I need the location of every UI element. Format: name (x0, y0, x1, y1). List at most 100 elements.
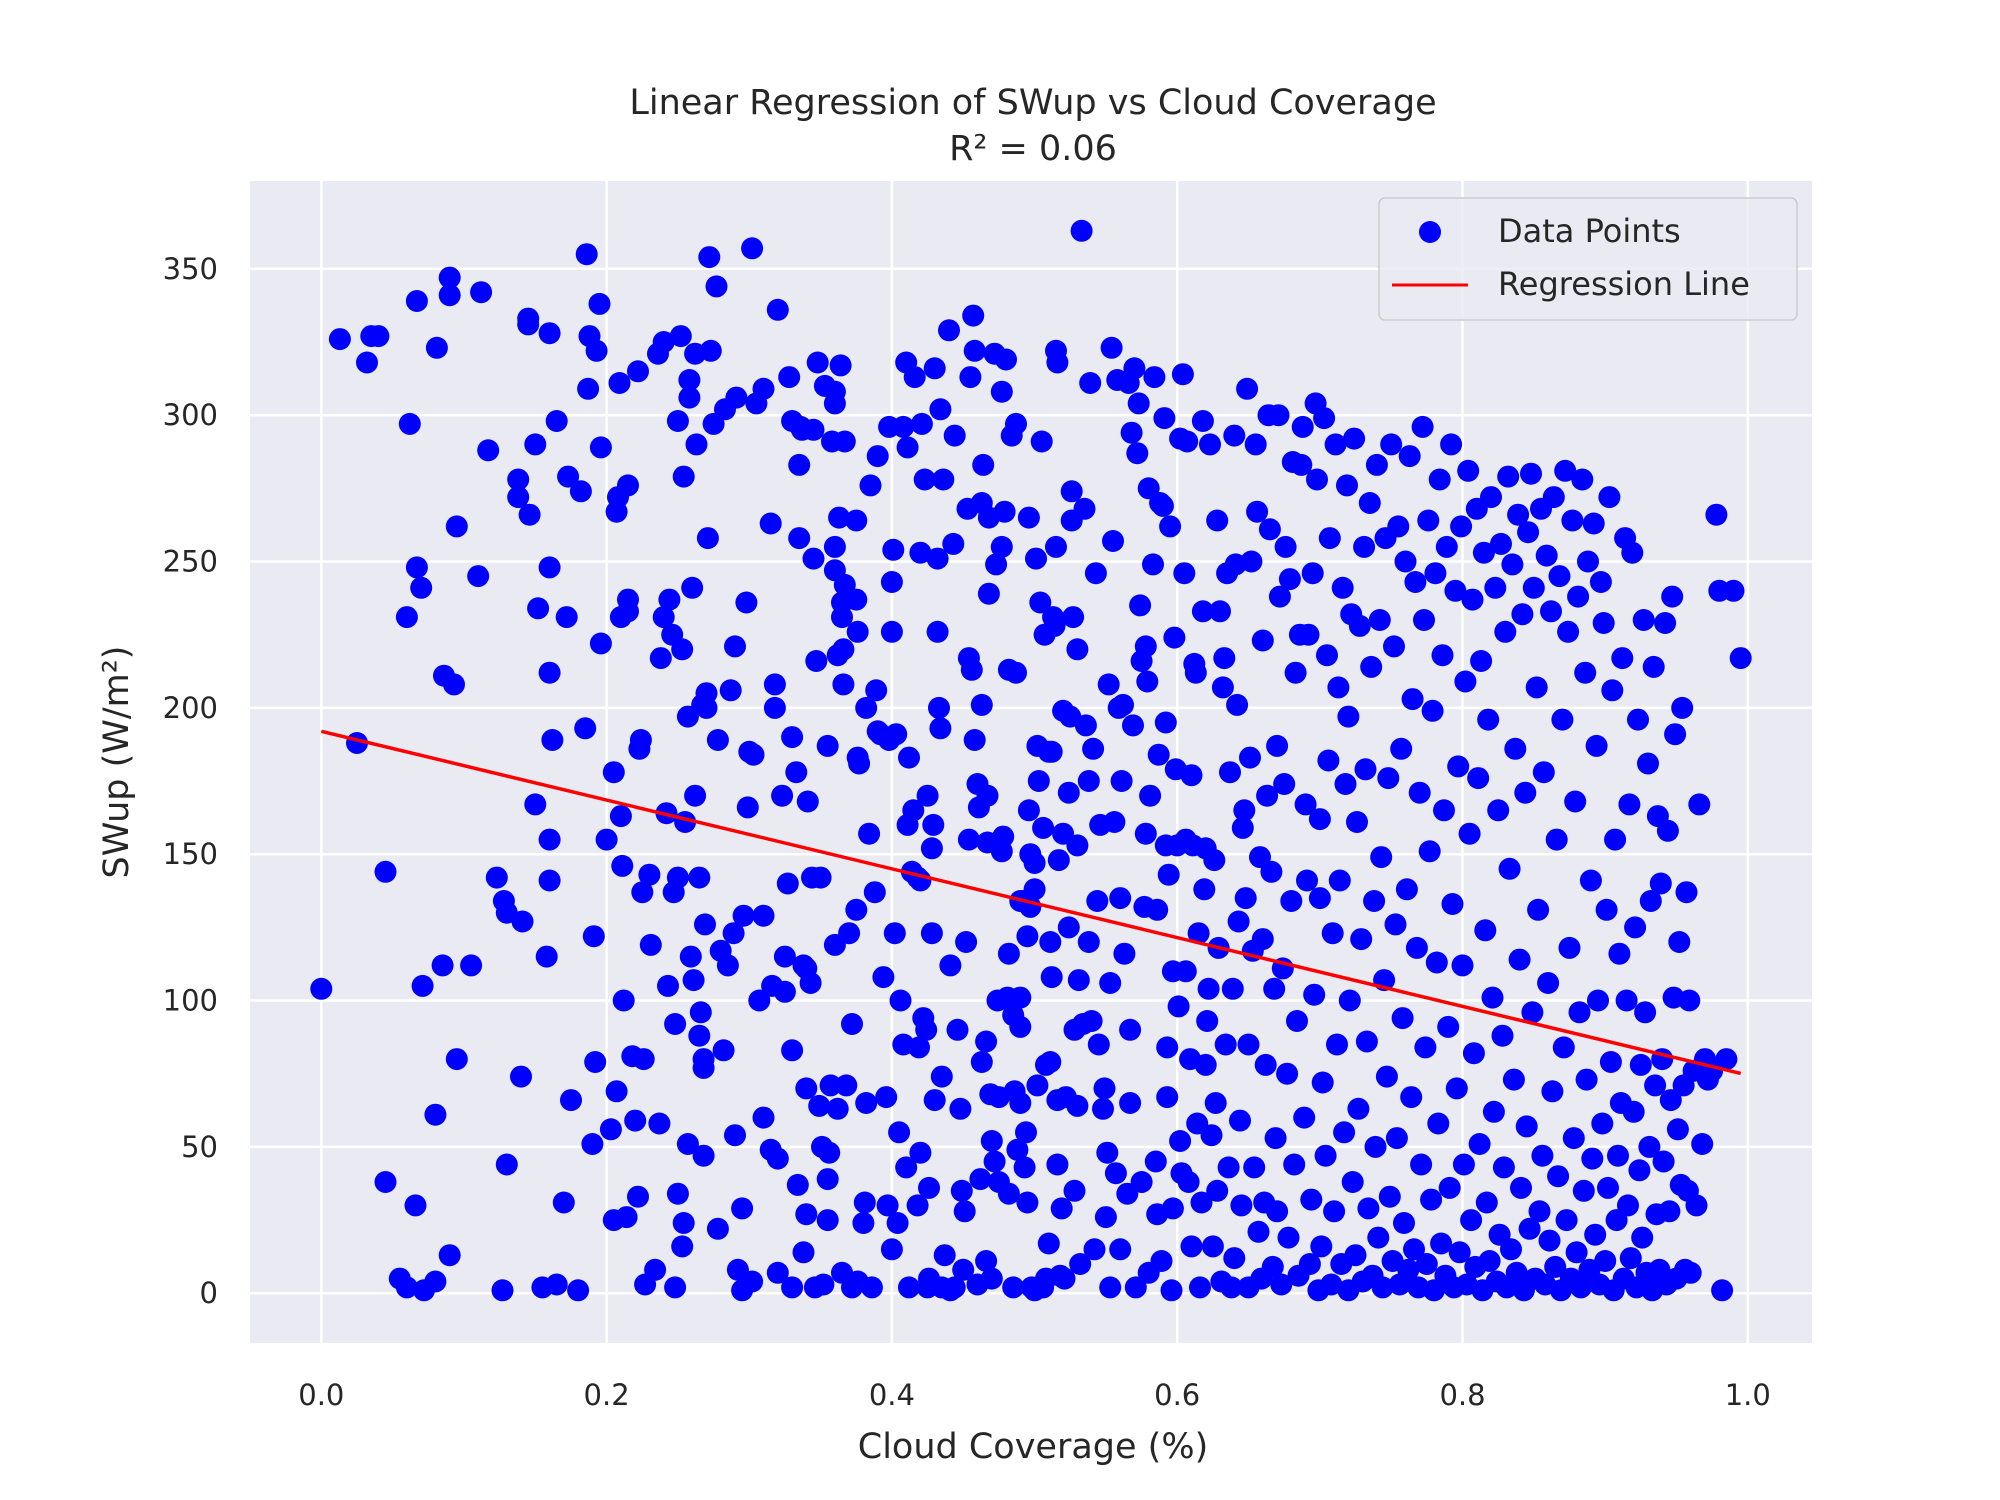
data-point (1350, 928, 1373, 951)
data-point (1150, 1250, 1173, 1272)
data-point (990, 535, 1013, 558)
data-point (1073, 497, 1096, 520)
data-point (1144, 1150, 1167, 1173)
data-point (1491, 1024, 1514, 1047)
data-point (395, 606, 418, 629)
data-point (880, 1238, 903, 1261)
data-point (1246, 500, 1269, 523)
data-point (1552, 1036, 1575, 1059)
data-point (692, 1056, 715, 1079)
data-point (1316, 644, 1338, 667)
data-point (766, 298, 789, 321)
data-point (1220, 1276, 1243, 1299)
data-point (1336, 474, 1358, 497)
data-point (848, 752, 871, 775)
data-point (1460, 1209, 1483, 1232)
legend: Data Points Regression Line (1378, 197, 1798, 321)
data-point (1518, 1217, 1541, 1240)
data-point (1688, 793, 1711, 816)
data-point (1444, 579, 1467, 602)
data-point (1642, 655, 1665, 678)
data-point (1338, 989, 1361, 1012)
data-point (1016, 925, 1039, 948)
data-point (1441, 893, 1464, 915)
data-point (1575, 1068, 1598, 1091)
data-point (1086, 890, 1109, 912)
data-point (1180, 1235, 1203, 1258)
data-point (1023, 878, 1046, 901)
data-point (1300, 1188, 1323, 1211)
data-point (1057, 916, 1080, 939)
data-point (1470, 650, 1493, 672)
data-point (1594, 1250, 1617, 1272)
data-point (1420, 1188, 1443, 1211)
data-point (1321, 922, 1344, 945)
data-point (1087, 1033, 1110, 1056)
data-point (805, 650, 828, 672)
data-point (1440, 433, 1463, 456)
data-point (816, 734, 839, 757)
data-point (736, 796, 759, 819)
data-point (816, 1209, 839, 1232)
data-point (1297, 623, 1320, 646)
data-point (906, 1194, 929, 1217)
data-point (664, 1276, 687, 1299)
data-point (819, 1074, 842, 1097)
data-point (1472, 541, 1495, 564)
data-point (959, 366, 982, 389)
data-point (1231, 816, 1254, 839)
data-point (1639, 890, 1662, 912)
data-point (1030, 430, 1053, 453)
data-point (404, 1194, 427, 1217)
y-tick-label: 100 (163, 984, 218, 1018)
data-point (972, 453, 995, 476)
data-point (1492, 1156, 1515, 1179)
data-point (584, 1051, 607, 1073)
data-point (681, 576, 704, 599)
data-point (1303, 983, 1326, 1006)
data-point (763, 673, 786, 696)
data-point (1096, 1141, 1119, 1164)
data-point (855, 1092, 878, 1114)
data-point (1659, 1089, 1682, 1112)
data-point (652, 331, 675, 353)
data-point (1475, 1191, 1498, 1214)
data-point (963, 339, 986, 362)
data-point (1109, 887, 1132, 910)
data-point (1160, 1279, 1183, 1302)
data-point (1584, 1223, 1607, 1246)
data-point (696, 527, 719, 550)
data-point (1678, 989, 1701, 1012)
data-point (470, 281, 493, 304)
data-point (923, 357, 946, 380)
data-point (1622, 1100, 1645, 1123)
data-point (1554, 459, 1577, 482)
data-point (788, 527, 811, 550)
data-point (865, 679, 888, 702)
data-point (1180, 764, 1203, 787)
data-point (781, 1039, 804, 1062)
data-point (1522, 576, 1545, 599)
data-point (1675, 881, 1698, 904)
data-point (1451, 954, 1474, 977)
data-point (712, 1039, 735, 1062)
data-point (898, 746, 920, 769)
data-point (724, 635, 746, 658)
data-point (1437, 1015, 1460, 1038)
data-point (1608, 942, 1631, 965)
data-point (1206, 1179, 1229, 1202)
data-point (1425, 951, 1448, 974)
data-point (1654, 612, 1677, 634)
data-point (826, 1097, 849, 1120)
data-point (411, 974, 434, 997)
data-point (1364, 1135, 1387, 1158)
data-point (955, 931, 978, 953)
data-point (1097, 673, 1120, 696)
data-point (1234, 887, 1257, 910)
y-tick-label: 150 (163, 837, 218, 871)
data-point (950, 1179, 973, 1202)
data-point (652, 606, 675, 629)
data-point (438, 1244, 461, 1267)
data-point (1637, 752, 1659, 775)
data-point (477, 439, 500, 462)
